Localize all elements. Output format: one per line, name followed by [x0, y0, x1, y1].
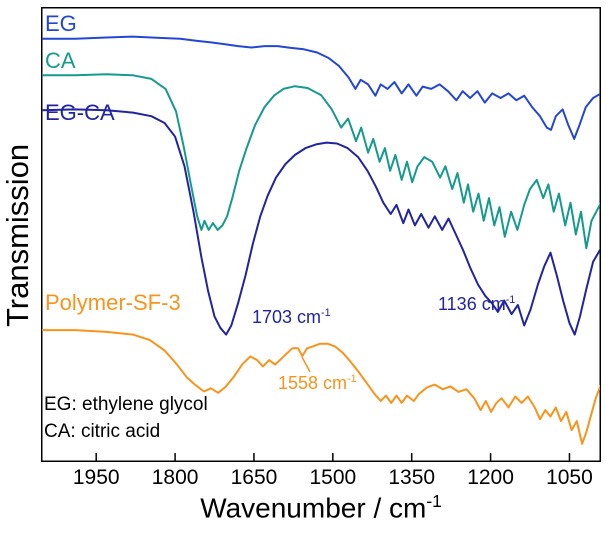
plot-frame — [41, 7, 601, 462]
series-label-eg-ca: EG-CA — [45, 100, 115, 125]
x-axis-title-sup: -1 — [426, 491, 442, 511]
series-label-eg: EG — [45, 11, 77, 36]
x-tick-label: 1650 — [230, 466, 278, 489]
x-tick-label: 1050 — [546, 466, 593, 489]
x-axis-title-text: Wavenumber / cm — [200, 492, 427, 524]
annotation-leader-1558 — [301, 356, 311, 373]
x-tick-label: 1350 — [388, 466, 436, 489]
annotation-1136-text: 1136 cm — [438, 294, 506, 314]
annotation-1703: 1703 cm-1 — [252, 307, 331, 328]
series-label-polymer-sf-3: Polymer-SF-3 — [45, 290, 181, 315]
annotation-1703-text: 1703 cm — [252, 307, 322, 327]
x-tick-label: 1500 — [309, 466, 357, 489]
abbreviation-note-ca: CA: citric acid — [44, 421, 161, 442]
annotation-1136: 1136 cm-1 — [438, 294, 515, 315]
annotation-1558-text: 1558 cm — [278, 373, 348, 393]
annotation-1558: 1558 cm-1 — [278, 373, 357, 394]
spectrum-curve-polymer_sf3 — [42, 329, 600, 445]
x-tick-label: 1200 — [467, 466, 514, 489]
x-tick-label: 1950 — [72, 466, 120, 489]
abbreviation-note-eg: EG: ethylene glycol — [44, 394, 208, 415]
x-axis-title: Wavenumber / cm-1 — [41, 491, 601, 524]
annotation-1136-sup: -1 — [505, 294, 516, 306]
y-axis-title: Transmission — [0, 143, 35, 327]
x-axis-tick-labels: 1950 1800 1650 1500 1350 1200 1050 — [0, 466, 606, 494]
spectrum-curve-eg_ca — [42, 108, 600, 336]
series-label-ca: CA — [45, 48, 76, 73]
annotation-1703-sup: -1 — [321, 307, 331, 319]
annotation-1558-sup: -1 — [347, 373, 357, 385]
x-tick-label: 1800 — [151, 466, 199, 489]
spectrum-curve-eg — [42, 35, 600, 140]
spectrum-curve-ca — [42, 73, 600, 250]
